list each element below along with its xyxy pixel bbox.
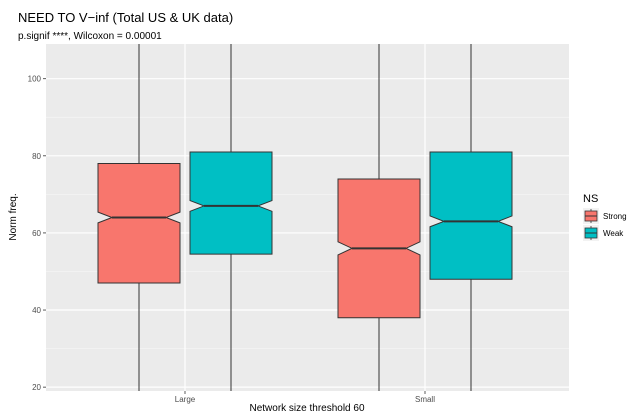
chart-title: NEED TO V−inf (Total US & UK data) — [18, 10, 234, 25]
box-weak-large — [189, 151, 273, 255]
y-tick-label: 20 — [32, 383, 41, 392]
chart-subtitle: p.signif ****, Wilcoxon = 0.00001 — [18, 31, 162, 42]
box-weak-small — [429, 151, 513, 280]
y-tick-label: 80 — [32, 152, 41, 161]
legend-label-weak: Weak — [603, 229, 624, 238]
y-tick-label: 60 — [32, 229, 41, 238]
y-tick-label: 100 — [28, 75, 42, 84]
x-tick-label: Small — [415, 395, 435, 404]
legend: NS Strong Weak — [583, 193, 627, 241]
legend-title: NS — [583, 193, 598, 205]
boxes — [97, 44, 513, 391]
legend-label-strong: Strong — [603, 212, 627, 221]
y-tick-label: 40 — [32, 306, 41, 315]
x-tick-label: Large — [175, 395, 196, 404]
x-axis-title: Network size threshold 60 — [249, 403, 364, 414]
y-axis: 20 40 60 80 100 — [28, 75, 46, 392]
box-strong-large — [97, 163, 181, 284]
y-axis-title: Norm freq. — [8, 193, 19, 240]
x-axis: Large Small — [175, 391, 435, 404]
